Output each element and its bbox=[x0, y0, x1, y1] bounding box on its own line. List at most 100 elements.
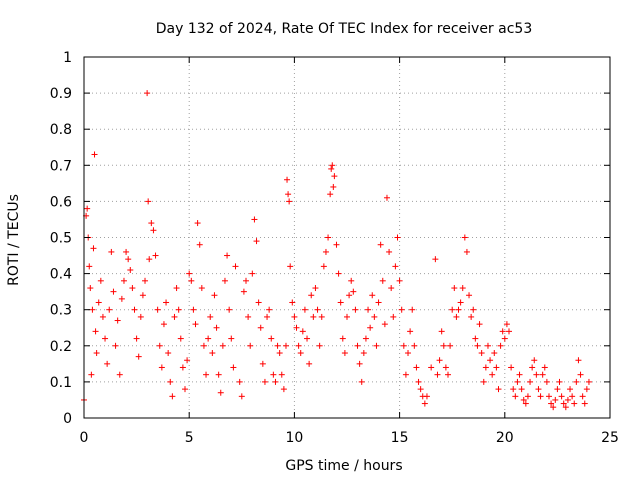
data-point bbox=[371, 313, 378, 320]
data-point bbox=[459, 285, 466, 292]
data-point bbox=[550, 404, 557, 411]
data-point bbox=[329, 162, 336, 169]
data-point bbox=[476, 321, 483, 328]
data-point bbox=[567, 386, 574, 393]
data-point bbox=[482, 364, 489, 371]
data-point bbox=[90, 245, 97, 252]
data-point bbox=[474, 342, 481, 349]
data-point bbox=[442, 364, 449, 371]
data-point bbox=[327, 191, 334, 198]
data-point bbox=[571, 400, 578, 407]
data-point bbox=[510, 386, 517, 393]
data-point bbox=[520, 396, 527, 403]
data-point bbox=[484, 342, 491, 349]
data-point bbox=[226, 306, 233, 313]
data-point bbox=[285, 191, 292, 198]
data-point bbox=[145, 198, 152, 205]
data-point bbox=[367, 324, 374, 331]
y-tick-label: 0.8 bbox=[50, 122, 72, 138]
data-point bbox=[139, 292, 146, 299]
data-point bbox=[236, 378, 243, 385]
data-point bbox=[104, 360, 111, 367]
data-point bbox=[276, 350, 283, 357]
data-point bbox=[160, 321, 167, 328]
data-point bbox=[251, 216, 258, 223]
data-point bbox=[322, 248, 329, 255]
data-point bbox=[133, 335, 140, 342]
data-point bbox=[508, 364, 515, 371]
data-point bbox=[362, 335, 369, 342]
data-point bbox=[175, 306, 182, 313]
data-point bbox=[203, 371, 210, 378]
data-point bbox=[331, 173, 338, 180]
data-point bbox=[415, 378, 422, 385]
data-point bbox=[255, 299, 262, 306]
data-point bbox=[270, 371, 277, 378]
data-point bbox=[146, 256, 153, 263]
data-point bbox=[428, 364, 435, 371]
data-point bbox=[360, 350, 367, 357]
data-point bbox=[390, 313, 397, 320]
data-point bbox=[291, 313, 298, 320]
data-point bbox=[449, 306, 456, 313]
data-point bbox=[127, 266, 134, 273]
data-point bbox=[194, 220, 201, 227]
data-point bbox=[264, 313, 271, 320]
data-point bbox=[209, 350, 216, 357]
x-tick-label: 15 bbox=[391, 430, 409, 446]
data-point bbox=[278, 371, 285, 378]
data-point bbox=[110, 288, 117, 295]
data-point bbox=[221, 277, 228, 284]
data-point bbox=[108, 248, 115, 255]
data-point bbox=[463, 248, 470, 255]
data-point bbox=[579, 393, 586, 400]
data-point bbox=[409, 306, 416, 313]
data-point bbox=[373, 342, 380, 349]
data-point bbox=[163, 299, 170, 306]
axis-ticks: 00.10.20.30.40.50.60.70.80.910 5 10 15 20 25 bbox=[50, 50, 619, 446]
data-point bbox=[383, 194, 390, 201]
y-tick-label: 0.7 bbox=[50, 158, 72, 174]
data-point bbox=[243, 277, 250, 284]
data-point bbox=[577, 371, 584, 378]
data-point bbox=[365, 306, 372, 313]
chart-title: Day 132 of 2024, Rate Of TEC Index for r… bbox=[156, 21, 532, 37]
data-point bbox=[320, 263, 327, 270]
data-point bbox=[150, 227, 157, 234]
data-point bbox=[179, 364, 186, 371]
data-point bbox=[466, 292, 473, 299]
y-tick-label: 0.2 bbox=[50, 339, 72, 355]
x-tick-label: 5 bbox=[185, 430, 194, 446]
data-point bbox=[503, 321, 510, 328]
data-point bbox=[190, 306, 197, 313]
data-point bbox=[531, 357, 538, 364]
data-point bbox=[123, 248, 130, 255]
data-point bbox=[564, 396, 571, 403]
data-point bbox=[247, 342, 254, 349]
data-point bbox=[232, 263, 239, 270]
data-point bbox=[400, 342, 407, 349]
data-point bbox=[272, 378, 279, 385]
data-point bbox=[491, 350, 498, 357]
data-point bbox=[377, 241, 384, 248]
data-point bbox=[224, 252, 231, 259]
data-point bbox=[228, 335, 235, 342]
data-point bbox=[461, 234, 468, 241]
data-point bbox=[314, 306, 321, 313]
data-point bbox=[95, 299, 102, 306]
data-point bbox=[512, 393, 519, 400]
data-point bbox=[533, 371, 540, 378]
data-point bbox=[154, 306, 161, 313]
data-point bbox=[440, 342, 447, 349]
data-point bbox=[200, 342, 207, 349]
data-point bbox=[527, 378, 534, 385]
data-point bbox=[468, 313, 475, 320]
data-point bbox=[405, 350, 412, 357]
data-point bbox=[192, 321, 199, 328]
data-point bbox=[417, 386, 424, 393]
x-tick-label: 0 bbox=[80, 430, 89, 446]
data-point bbox=[293, 324, 300, 331]
data-point bbox=[289, 299, 296, 306]
data-point bbox=[310, 313, 317, 320]
